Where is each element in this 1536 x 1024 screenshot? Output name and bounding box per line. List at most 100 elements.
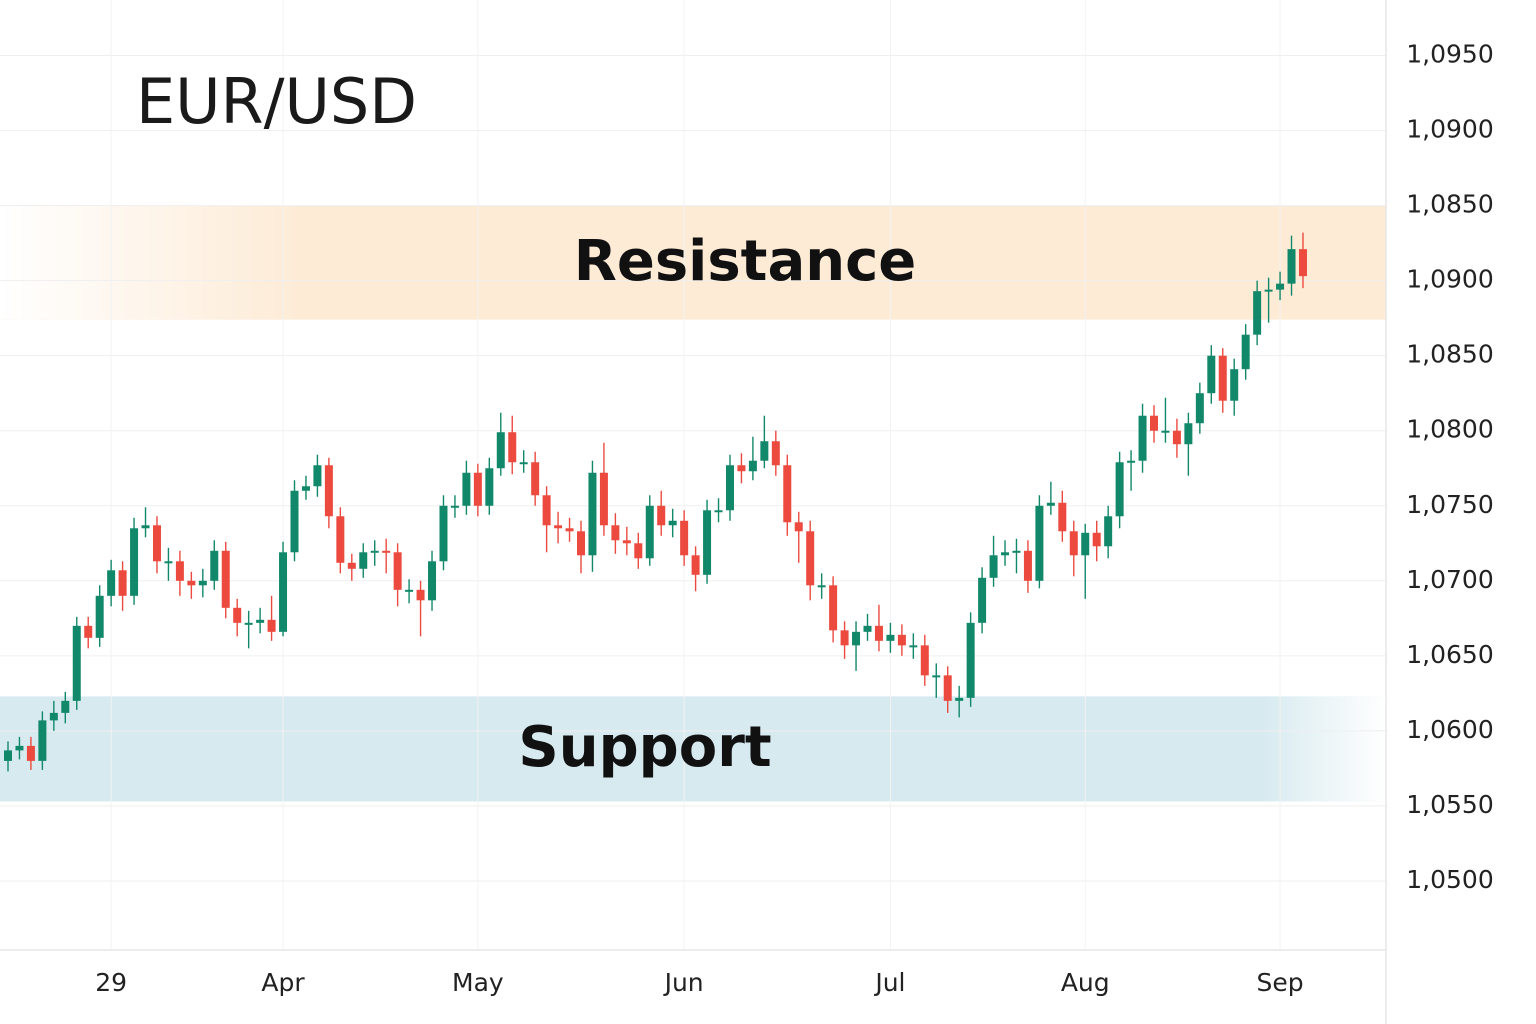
- candle-body: [1069, 531, 1078, 556]
- candle-body: [611, 525, 620, 541]
- candle-body: [725, 465, 734, 511]
- zone-label: Support: [518, 715, 771, 780]
- candle-body: [943, 675, 952, 701]
- candle-body: [359, 552, 368, 569]
- chart-title: EUR/USD: [136, 65, 417, 138]
- candle-body: [886, 634, 895, 641]
- candle-body: [1046, 502, 1055, 506]
- candle-body: [588, 472, 597, 556]
- candle-body: [852, 631, 861, 646]
- zones: [0, 205, 1386, 802]
- candle-body: [279, 552, 288, 632]
- y-tick-label: 1,0500: [1406, 865, 1493, 894]
- candle-body: [107, 570, 116, 596]
- candle-body: [1023, 550, 1032, 581]
- candle-body: [1241, 334, 1250, 370]
- candle-body: [152, 525, 161, 562]
- candle-body: [187, 580, 196, 586]
- candle-body: [233, 607, 242, 623]
- candle-body: [680, 520, 689, 556]
- candle-body: [542, 495, 551, 526]
- candle-body: [95, 595, 104, 638]
- candle-body: [840, 630, 849, 646]
- candle-body: [955, 697, 964, 701]
- candle-body: [978, 577, 987, 623]
- candle-body: [657, 505, 666, 526]
- candle-body: [794, 522, 803, 532]
- candle-body: [989, 555, 998, 578]
- x-tick-label: 29: [95, 968, 127, 997]
- candle-body: [771, 441, 780, 466]
- candle-body: [714, 510, 723, 513]
- candle-body: [508, 432, 517, 463]
- candle-body: [130, 528, 139, 596]
- grid: [0, 0, 1386, 950]
- candle-body: [301, 486, 310, 491]
- candle-body: [347, 562, 356, 569]
- candle-body: [462, 472, 471, 506]
- candles: [4, 232, 1307, 772]
- candle-body: [622, 540, 631, 544]
- y-tick-label: 1,0850: [1406, 340, 1493, 369]
- candle-body: [691, 555, 700, 575]
- candle-body: [599, 472, 608, 526]
- candle-body: [61, 700, 70, 713]
- candle-body: [290, 490, 299, 553]
- candle-body: [1035, 505, 1044, 581]
- candle-body: [428, 561, 437, 601]
- y-tick-label: 1,0650: [1406, 640, 1493, 669]
- candle-body: [531, 462, 540, 496]
- candle-body: [1172, 430, 1181, 445]
- candle-body: [1276, 283, 1285, 290]
- candle-body: [26, 745, 35, 761]
- candle-body: [874, 625, 883, 641]
- candle-body: [324, 465, 333, 517]
- candle-body: [966, 622, 975, 698]
- candle-body: [405, 589, 414, 592]
- candle-body: [1287, 249, 1296, 284]
- candle-body: [336, 516, 345, 563]
- candle-body: [1058, 502, 1067, 532]
- y-tick-label: 1,0750: [1406, 490, 1493, 519]
- candle-body: [1184, 423, 1193, 445]
- candle-body: [783, 465, 792, 523]
- candle-body: [920, 645, 929, 676]
- candle-body: [256, 619, 265, 623]
- candle-body: [15, 745, 24, 751]
- candle-body: [38, 720, 47, 761]
- candle-body: [909, 645, 918, 648]
- candle-body: [1195, 393, 1204, 424]
- zone-label: Resistance: [574, 229, 917, 294]
- candle-body: [313, 465, 322, 487]
- x-tick-label: Sep: [1256, 968, 1303, 997]
- candle-body: [748, 460, 757, 472]
- candle-body: [1138, 415, 1147, 461]
- y-tick-label: 1,0850: [1406, 190, 1493, 219]
- zone-fade: [0, 205, 300, 320]
- candle-body: [1218, 355, 1227, 401]
- candle-body: [565, 528, 574, 532]
- y-tick-label: 1,0900: [1406, 115, 1493, 144]
- candle-body: [370, 550, 379, 553]
- candle-body: [210, 550, 219, 581]
- candle-body: [4, 750, 12, 761]
- candle-body: [1081, 532, 1090, 556]
- candle-body: [737, 465, 746, 472]
- x-tick-label: Jun: [663, 968, 704, 997]
- candle-body: [932, 675, 941, 678]
- candle-body: [1253, 291, 1262, 335]
- candle-body: [1264, 289, 1273, 292]
- y-tick-label: 1,0550: [1406, 790, 1493, 819]
- x-tick-label: Jul: [873, 968, 905, 997]
- candle-body: [1207, 355, 1216, 394]
- labels: Resistance Support 1,0950 1,0900 1,0850 1,090…: [95, 40, 1494, 997]
- y-tick-label: 1,0950: [1406, 40, 1493, 69]
- candle-body: [244, 622, 253, 625]
- y-tick-label: 1,0900: [1406, 265, 1493, 294]
- candle-body: [416, 589, 425, 601]
- candle-body: [829, 585, 838, 631]
- candle-body: [1150, 415, 1158, 431]
- candle-body: [1230, 369, 1239, 401]
- candle-body: [817, 585, 826, 588]
